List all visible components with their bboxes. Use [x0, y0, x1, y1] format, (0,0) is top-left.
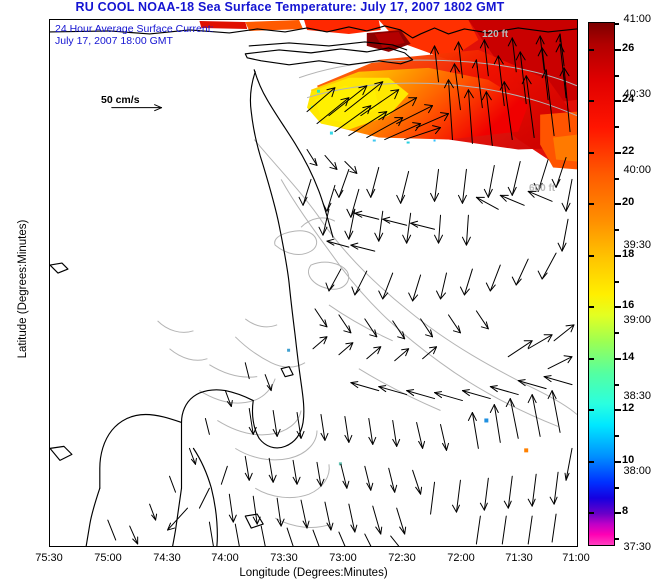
cb-tick-22: 22 — [622, 145, 635, 157]
depth-contour-label-120ft: 120 ft — [482, 29, 509, 40]
cb-tick-mark-26 — [615, 49, 621, 51]
x-tick-4: 73:30 — [270, 552, 298, 564]
cb-tick-mark-14 — [615, 358, 621, 360]
coastline — [50, 25, 577, 546]
temperature-colorbar[interactable] — [588, 22, 615, 546]
x-tick-0: 75:30 — [35, 552, 63, 564]
y-tick-2: 40:00 — [623, 164, 651, 176]
cb-tick-20: 20 — [622, 196, 635, 208]
cb-tick-16: 16 — [622, 299, 635, 311]
cb-tick-18: 18 — [622, 248, 635, 260]
y-tick-5: 38:30 — [623, 390, 651, 402]
x-tick-7: 72:00 — [447, 552, 475, 564]
x-tick-9: 71:00 — [562, 552, 590, 564]
scale-arrow — [111, 104, 163, 112]
cb-tick-26: 26 — [622, 42, 635, 54]
y-tick-0: 41:00 — [623, 13, 651, 25]
y-tick-6: 38:00 — [623, 465, 651, 477]
cb-tick-mark-8 — [615, 512, 621, 514]
bathymetry-contours — [157, 59, 577, 528]
depth-contour-label-600ft: 600 ft — [529, 183, 556, 194]
cb-tick-mark-24 — [615, 100, 621, 102]
x-tick-2: 74:30 — [153, 552, 181, 564]
cb-tick-24: 24 — [622, 93, 635, 105]
sst-raster-layer — [50, 20, 577, 546]
x-tick-5: 73:00 — [329, 552, 357, 564]
cb-tick-mark-18 — [615, 255, 621, 257]
figure-title: RU COOL NOAA-18 Sea Surface Temperature:… — [75, 0, 505, 14]
cb-tick-mark-10 — [615, 461, 621, 463]
map-canvas — [50, 20, 577, 546]
cb-tick-mark-16 — [615, 306, 621, 308]
y-tick-4: 39:00 — [623, 314, 651, 326]
current-scale-label: 50 cm/s — [101, 94, 140, 106]
y-tick-1: 40:30 — [623, 88, 651, 100]
y-axis-label: Latitude (Degrees:Minutes) — [17, 219, 29, 359]
annotation-line-1: 24 Hour Average Surface Current: — [55, 23, 214, 35]
cb-tick-mark-20 — [615, 203, 621, 205]
x-axis-label: Longitude (Degrees:Minutes) — [239, 567, 388, 579]
x-tick-8: 71:30 — [505, 552, 533, 564]
cb-tick-8: 8 — [622, 505, 629, 517]
x-tick-3: 74:00 — [211, 552, 239, 564]
cb-tick-12: 12 — [622, 402, 635, 414]
x-tick-1: 75:00 — [94, 552, 122, 564]
cb-tick-mark-12 — [615, 409, 621, 411]
surface-current-vectors — [107, 33, 575, 546]
x-tick-6: 72:30 — [388, 552, 416, 564]
cb-tick-10: 10 — [622, 454, 635, 466]
cb-tick-14: 14 — [622, 351, 635, 363]
y-tick-7: 37:30 — [623, 541, 651, 553]
annotation-line-2: July 17, 2007 18:00 GMT — [55, 35, 173, 47]
cb-tick-mark-22 — [615, 152, 621, 154]
map-plot-area[interactable]: 24 Hour Average Surface Current: July 17… — [49, 19, 578, 547]
y-tick-3: 39:30 — [623, 239, 651, 251]
